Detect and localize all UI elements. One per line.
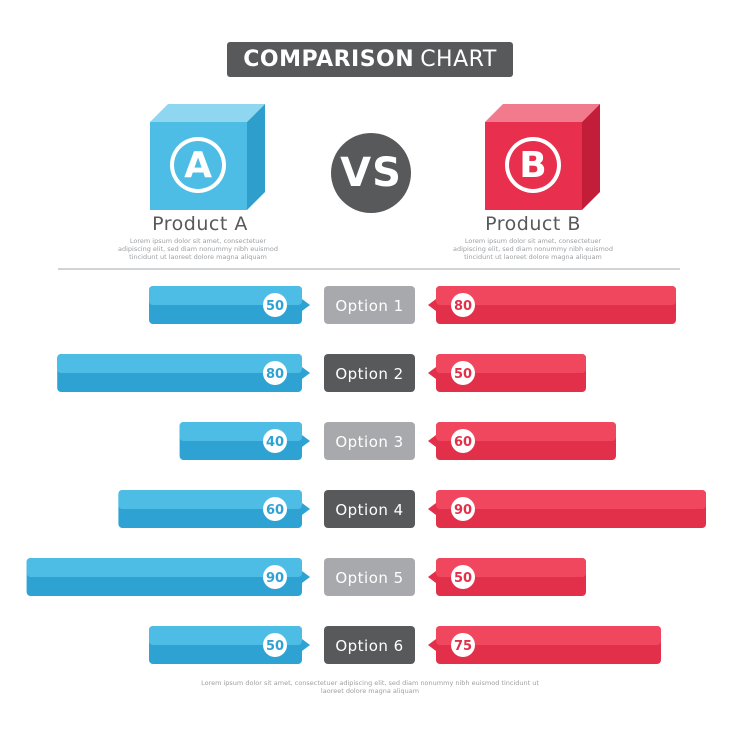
option-label-5: Option 5 — [335, 569, 403, 587]
footer-text: Lorem ipsum dolor sit amet, consectetuer… — [201, 679, 539, 695]
value-label-b-2: 50 — [454, 367, 472, 382]
bar-product-a-highlight-1 — [149, 286, 302, 305]
value-label-b-1: 80 — [454, 299, 472, 314]
product-b-cube: B — [485, 104, 605, 214]
option-label-box-2 — [324, 354, 415, 392]
chart-title: COMPARISON CHART — [227, 42, 513, 77]
pointer-a-1 — [302, 299, 310, 311]
option-label-4: Option 4 — [335, 501, 403, 519]
product-a-cube: A — [150, 104, 270, 214]
option-label-box-3 — [324, 422, 415, 460]
value-label-a-4: 60 — [266, 503, 284, 518]
product-b-description: Lorem ipsum dolor sit amet, consectetuer… — [452, 237, 613, 261]
value-label-a-2: 80 — [266, 367, 284, 382]
bar-product-b-highlight-6 — [436, 626, 661, 645]
title-light: CHART — [420, 47, 497, 72]
option-label-box-6 — [324, 626, 415, 664]
value-badge-a-4 — [263, 497, 287, 521]
option-label-box-1 — [324, 286, 415, 324]
value-badge-a-5 — [263, 565, 287, 589]
product-b-letter: B — [519, 145, 546, 186]
value-label-a-5: 90 — [266, 571, 284, 586]
vs-badge: VS — [331, 133, 411, 213]
option-label-box-5 — [324, 558, 415, 596]
pointer-a-4 — [302, 503, 310, 515]
value-label-a-6: 50 — [266, 639, 284, 654]
option-label-6: Option 6 — [335, 637, 403, 655]
bar-product-a-highlight-4 — [118, 490, 303, 509]
value-label-b-6: 75 — [454, 639, 472, 654]
bar-product-b-highlight-3 — [436, 422, 616, 441]
value-badge-b-4 — [451, 497, 475, 521]
bar-product-a-highlight-2 — [57, 354, 303, 373]
bar-product-a-highlight-5 — [26, 558, 302, 577]
value-label-a-1: 50 — [266, 299, 284, 314]
pointer-a-2 — [302, 367, 310, 379]
pointer-b-2 — [428, 367, 436, 379]
pointer-b-6 — [428, 639, 436, 651]
value-badge-b-2 — [451, 361, 475, 385]
value-label-b-4: 90 — [454, 503, 472, 518]
bar-product-a-highlight-6 — [149, 626, 302, 645]
pointer-a-5 — [302, 571, 310, 583]
value-label-b-5: 50 — [454, 571, 472, 586]
option-label-1: Option 1 — [335, 297, 403, 315]
pointer-a-3 — [302, 435, 310, 447]
value-badge-a-2 — [263, 361, 287, 385]
divider — [58, 268, 680, 270]
value-badge-b-3 — [451, 429, 475, 453]
bar-product-b-highlight-1 — [436, 286, 676, 305]
value-label-b-3: 60 — [454, 435, 472, 450]
title-bold: COMPARISON — [243, 47, 415, 72]
pointer-b-5 — [428, 571, 436, 583]
option-label-box-4 — [324, 490, 415, 528]
value-badge-b-1 — [451, 293, 475, 317]
value-badge-a-1 — [263, 293, 287, 317]
product-a-description: Lorem ipsum dolor sit amet, consectetuer… — [117, 237, 278, 261]
value-badge-a-3 — [263, 429, 287, 453]
value-badge-a-6 — [263, 633, 287, 657]
pointer-b-1 — [428, 299, 436, 311]
option-label-3: Option 3 — [335, 433, 403, 451]
vs-label: VS — [340, 150, 402, 196]
value-badge-b-6 — [451, 633, 475, 657]
product-a-letter: A — [184, 145, 212, 186]
pointer-a-6 — [302, 639, 310, 651]
product-a-name: Product A — [152, 213, 248, 235]
pointer-b-3 — [428, 435, 436, 447]
bar-product-b-highlight-4 — [436, 490, 706, 509]
value-label-a-3: 40 — [266, 435, 284, 450]
option-label-2: Option 2 — [335, 365, 403, 383]
product-b-name: Product B — [485, 213, 581, 235]
value-badge-b-5 — [451, 565, 475, 589]
pointer-b-4 — [428, 503, 436, 515]
